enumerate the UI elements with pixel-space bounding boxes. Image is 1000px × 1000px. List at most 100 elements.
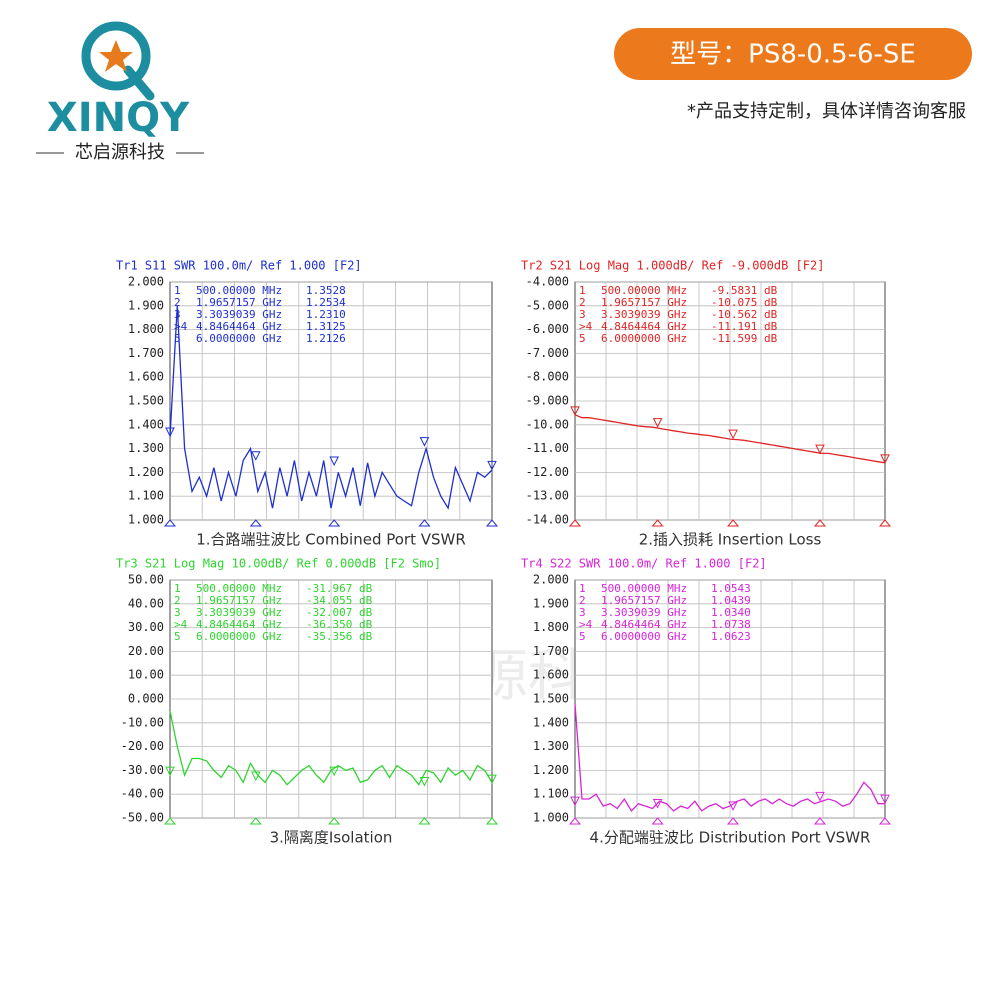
- marker: [487, 774, 497, 785]
- y-tick-label: 1.400: [128, 417, 164, 431]
- y-tick-label: -4.000: [526, 275, 569, 289]
- marker-id: 3: [174, 308, 181, 321]
- marker-id: 1: [579, 284, 586, 297]
- marker-value: -10.075 dB: [711, 296, 778, 309]
- y-tick-label: -10.00: [526, 417, 569, 431]
- y-tick-label: 1.000: [128, 513, 164, 527]
- trace: [574, 703, 885, 812]
- y-tick-label: 1.100: [128, 489, 164, 503]
- marker-id: 3: [174, 606, 181, 619]
- trace: [574, 414, 886, 464]
- marker: [815, 791, 825, 802]
- marker-foot: [418, 519, 431, 527]
- y-tick-label: 1.300: [128, 441, 164, 455]
- trace-header: Tr3 S21 Log Mag 10.00dB/ Ref 0.000dB [F2…: [116, 557, 441, 571]
- y-tick-label: -7.000: [526, 346, 569, 360]
- marker: [419, 437, 430, 447]
- marker-value: 1.2126: [306, 332, 346, 345]
- marker-value: 1.2534: [306, 296, 346, 309]
- y-tick-label: 1.500: [533, 692, 569, 706]
- y-tick-label: -8.000: [526, 370, 569, 384]
- marker-id: >4: [174, 320, 188, 333]
- trace: [169, 305, 493, 510]
- marker-freq: 6.0000000 GHz: [601, 332, 687, 345]
- caption: 4.分配端驻波比 Distribution Port VSWR: [590, 829, 871, 847]
- marker-value: -34.055 dB: [306, 594, 373, 607]
- y-tick-label: 1.700: [533, 644, 569, 658]
- marker-freq: 1.9657157 GHz: [196, 296, 282, 309]
- y-tick-label: 1.400: [533, 715, 569, 729]
- marker-foot: [878, 817, 892, 825]
- marker: [815, 444, 825, 455]
- y-tick-label: 2.000: [533, 573, 569, 587]
- y-tick-label: -14.00: [526, 513, 569, 527]
- marker-freq: 500.00000 MHz: [601, 582, 687, 595]
- marker-value: -10.562 dB: [711, 308, 778, 321]
- marker-value: 1.0340: [711, 606, 751, 619]
- marker: [487, 460, 497, 471]
- y-tick-label: -10.00: [121, 715, 164, 729]
- marker-foot: [568, 519, 582, 527]
- marker-id: 1: [174, 284, 181, 297]
- marker-foot: [651, 519, 664, 527]
- marker-freq: 500.00000 MHz: [196, 582, 282, 595]
- marker-freq: 4.8464464 GHz: [601, 618, 687, 631]
- y-tick-label: 1.200: [128, 465, 164, 479]
- marker: [251, 451, 261, 461]
- trace-header: Tr4 S22 SWR 100.0m/ Ref 1.000 [F2]: [521, 557, 767, 571]
- y-tick-label: 1.900: [533, 596, 569, 610]
- y-tick-label: -9.000: [526, 394, 569, 408]
- marker-value: 1.0543: [711, 582, 751, 595]
- y-tick-label: -20.00: [121, 739, 164, 753]
- marker-foot: [485, 519, 499, 527]
- marker: [570, 406, 580, 416]
- marker-freq: 4.8464464 GHz: [601, 320, 687, 333]
- y-tick-label: 1.100: [533, 787, 569, 801]
- chart: 50.00 40.00 30.00 20.00 10.00 0.000 -10.00 -20.…: [116, 557, 499, 847]
- marker-id: >4: [579, 618, 593, 631]
- y-tick-label: 1.500: [128, 394, 164, 408]
- marker-freq: 1.9657157 GHz: [196, 594, 282, 607]
- y-tick-label: 20.00: [128, 644, 164, 658]
- chart: 2.000 1.900 1.800 1.700 1.600 1.500 1.400 1.300…: [116, 259, 499, 549]
- trace: [169, 710, 493, 786]
- marker: [728, 801, 738, 812]
- marker: [165, 427, 175, 438]
- marker-id: 5: [174, 630, 181, 643]
- marker-id: 1: [579, 582, 586, 595]
- marker-value: -32.007 dB: [306, 606, 373, 619]
- y-tick-label: 1.800: [128, 322, 164, 336]
- marker-foot: [485, 817, 499, 825]
- marker-value: 1.3528: [306, 284, 346, 297]
- y-tick-label: 10.00: [128, 668, 164, 682]
- brand: XINQY: [47, 95, 190, 141]
- marker-id: >4: [174, 618, 188, 631]
- marker-id: 2: [579, 296, 586, 309]
- marker: [419, 777, 430, 787]
- y-tick-label: 1.300: [533, 739, 569, 753]
- chart: 2.000 1.900 1.800 1.700 1.600 1.500 1.400 1.300…: [521, 557, 892, 847]
- y-tick-label: -13.00: [526, 489, 569, 503]
- marker-foot: [568, 817, 582, 825]
- marker-freq: 500.00000 MHz: [196, 284, 282, 297]
- marker-id: 1: [174, 582, 181, 595]
- marker-value: -9.5831 dB: [711, 284, 778, 297]
- marker: [165, 766, 175, 777]
- marker-id: >4: [579, 320, 593, 333]
- y-tick-label: 50.00: [128, 573, 164, 587]
- marker-value: 1.3125: [306, 320, 346, 333]
- y-tick-label: 40.00: [128, 596, 164, 610]
- marker-freq: 6.0000000 GHz: [196, 630, 282, 643]
- note: *产品支持定制，具体详情咨询客服: [687, 101, 966, 122]
- y-tick-label: 1.700: [128, 346, 164, 360]
- marker: [652, 418, 663, 428]
- marker-value: -31.967 dB: [306, 582, 373, 595]
- trace-header: Tr1 S11 SWR 100.0m/ Ref 1.000 [F2]: [116, 259, 362, 273]
- marker-freq: 500.00000 MHz: [601, 284, 687, 297]
- y-tick-label: -5.000: [526, 298, 569, 312]
- marker-id: 2: [174, 296, 181, 309]
- marker-foot: [163, 817, 177, 825]
- marker-foot: [418, 817, 431, 825]
- marker-foot: [813, 519, 827, 527]
- marker: [880, 454, 890, 464]
